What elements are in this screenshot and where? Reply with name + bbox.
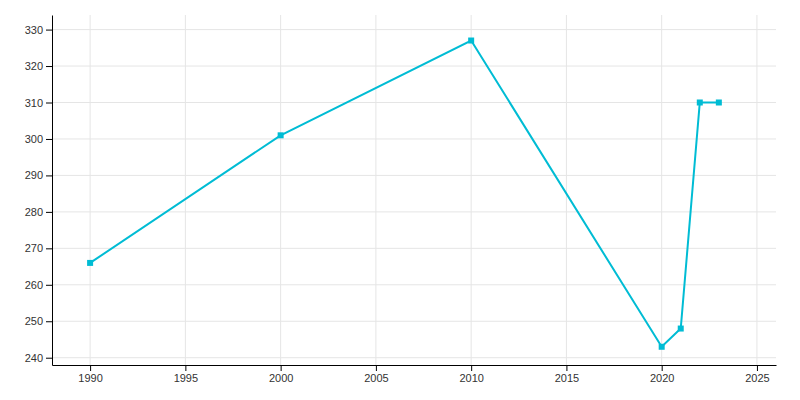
tick: 2000 (269, 365, 293, 384)
tick-label: 240 (25, 352, 43, 364)
tick-mark (46, 321, 52, 322)
line (90, 41, 719, 347)
axis-line (53, 365, 777, 366)
tick: 310 (25, 97, 52, 109)
tick-mark (566, 365, 567, 371)
tick: 300 (25, 133, 52, 145)
tick: 320 (25, 60, 52, 72)
tick-label: 320 (25, 60, 43, 72)
grid-line (90, 15, 91, 365)
grid-line (756, 15, 757, 365)
grid-line (52, 138, 776, 139)
tick: 2020 (650, 365, 674, 384)
tick: 240 (25, 352, 52, 364)
tick: 2025 (745, 365, 769, 384)
tick-label: 2010 (459, 372, 483, 384)
tick-mark (46, 358, 52, 359)
tick: 290 (25, 169, 52, 181)
grid (52, 15, 776, 365)
tick-mark (46, 30, 52, 31)
tick-label: 300 (25, 133, 43, 145)
grid-line (280, 15, 281, 365)
grid-line (52, 29, 776, 30)
tick-label: 290 (25, 169, 43, 181)
grid-line (185, 15, 186, 365)
tick-label: 250 (25, 315, 43, 327)
tick-label: 2000 (269, 372, 293, 384)
grid-line (52, 248, 776, 249)
tick: 1990 (78, 365, 102, 384)
point (678, 326, 684, 332)
grid-line (52, 284, 776, 285)
point (87, 260, 93, 266)
tick-label: 2020 (650, 372, 674, 384)
tick: 250 (25, 315, 52, 327)
tick: 2005 (364, 365, 388, 384)
chart: 1990 1995 2000 2005 2010 2015 2020 2025 240 250 26… (0, 0, 800, 400)
grid-line (52, 211, 776, 212)
point (716, 100, 722, 106)
tick-mark (662, 365, 663, 371)
x-axis: 1990 1995 2000 2005 2010 2015 2020 2025 (53, 365, 777, 384)
tick: 270 (25, 242, 52, 254)
tick: 2010 (459, 365, 483, 384)
grid-line (566, 15, 567, 365)
tick-mark (471, 365, 472, 371)
tick-mark (376, 365, 377, 371)
tick: 2015 (555, 365, 579, 384)
tick-label: 260 (25, 279, 43, 291)
tick-mark (46, 175, 52, 176)
marks (87, 38, 722, 350)
tick-mark (46, 212, 52, 213)
tick-mark (46, 285, 52, 286)
tick: 280 (25, 206, 52, 218)
tick-mark (46, 139, 52, 140)
tick-mark (90, 365, 91, 371)
tick-label: 2025 (745, 372, 769, 384)
grid-line (52, 321, 776, 322)
tick: 1995 (174, 365, 198, 384)
point (468, 38, 474, 44)
grid-line (52, 102, 776, 103)
tick-mark (281, 365, 282, 371)
tick-mark (46, 103, 52, 104)
y-axis: 240 250 260 270 280 290 300 310 320 330 (25, 16, 53, 366)
tick-label: 310 (25, 97, 43, 109)
point (659, 344, 665, 350)
tick-label: 330 (25, 24, 43, 36)
plot: 1990 1995 2000 2005 2010 2015 2020 2025 240 250 26… (25, 15, 777, 384)
grid-line (375, 15, 376, 365)
tick-label: 280 (25, 206, 43, 218)
tick-mark (46, 66, 52, 67)
grid-line (471, 15, 472, 365)
tick-label: 2005 (364, 372, 388, 384)
tick-label: 2015 (555, 372, 579, 384)
grid-line (52, 175, 776, 176)
tick-mark (46, 248, 52, 249)
point (278, 132, 284, 138)
grid-line (52, 357, 776, 358)
tick-mark (757, 365, 758, 371)
point (697, 100, 703, 106)
tick-mark (185, 365, 186, 371)
grid-line (661, 15, 662, 365)
tick: 260 (25, 279, 52, 291)
tick-label: 1990 (78, 372, 102, 384)
tick: 330 (25, 24, 52, 36)
grid-line (52, 66, 776, 67)
tick-label: 270 (25, 242, 43, 254)
axis-line (52, 16, 53, 366)
tick-label: 1995 (174, 372, 198, 384)
